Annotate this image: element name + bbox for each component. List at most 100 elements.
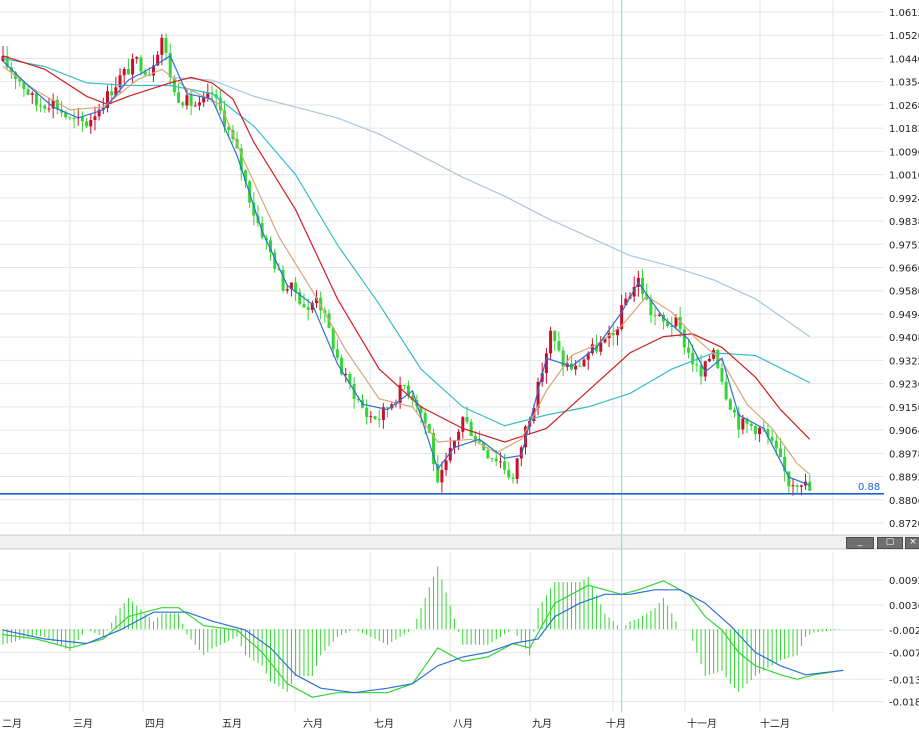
- candle-body: [302, 303, 306, 308]
- candle-body: [448, 447, 452, 461]
- maximize-button[interactable]: ▢: [877, 537, 903, 549]
- price-tick-label: 1.0612: [889, 8, 919, 19]
- candle-body: [126, 68, 130, 75]
- candle-body: [778, 448, 782, 457]
- candle-body: [486, 450, 490, 459]
- candle-body: [319, 297, 323, 311]
- candle-body: [624, 298, 628, 306]
- candle-body: [118, 75, 122, 88]
- candle-body: [641, 277, 645, 295]
- candle-body: [699, 365, 703, 377]
- candle-body: [269, 240, 273, 253]
- candle-body: [151, 65, 155, 76]
- candle-body: [310, 303, 314, 310]
- candle-body: [243, 170, 247, 182]
- price-tick-label: 0.9838: [889, 217, 919, 228]
- candle-body: [386, 407, 390, 409]
- close-pane-button[interactable]: ×: [905, 537, 919, 549]
- candle-body: [649, 299, 653, 316]
- candle-body: [657, 314, 661, 316]
- candle-body: [423, 413, 427, 424]
- candle-body: [306, 307, 310, 310]
- candle-body: [143, 71, 147, 75]
- candle-body: [728, 399, 732, 410]
- candle-body: [427, 423, 431, 433]
- candle-body: [461, 417, 465, 432]
- minimize-button[interactable]: _: [846, 537, 874, 549]
- candle-body: [202, 97, 206, 103]
- candle-body: [406, 385, 410, 396]
- price-axis: 1.0612 1.0526 1.0440 1.0354 1.0268 1.0182 1.00…: [889, 8, 919, 530]
- candle-body: [791, 485, 795, 487]
- candle-body: [753, 426, 757, 435]
- macd-tick-label: -0.007: [889, 648, 919, 659]
- candle-body: [64, 112, 68, 118]
- candle-body: [34, 93, 38, 106]
- candle-body: [557, 340, 561, 351]
- candle-body: [578, 365, 582, 367]
- candle-body: [536, 381, 540, 408]
- price-tick-label: 0.9666: [889, 264, 919, 275]
- price-tick-label: 0.9924: [889, 194, 919, 205]
- candle-body: [678, 317, 682, 330]
- moving-average-line: [170, 76, 811, 338]
- candle-body: [335, 349, 339, 358]
- month-tick-label: 十一月: [687, 717, 717, 730]
- candle-body: [770, 436, 774, 441]
- macd-histogram: [2, 566, 840, 692]
- candle-body: [620, 305, 624, 329]
- candle-body: [465, 417, 469, 422]
- candle-body: [515, 458, 519, 479]
- price-tick-label: 0.9752: [889, 240, 919, 251]
- price-tick-label: 0.8892: [889, 473, 919, 484]
- candle-body: [356, 399, 360, 401]
- candle-body: [80, 116, 84, 122]
- candle-body: [181, 102, 185, 106]
- candle-body: [197, 102, 201, 106]
- candle-body: [227, 126, 231, 130]
- candle-body: [365, 407, 369, 418]
- candle-body: [498, 461, 502, 463]
- moving-average-line: [2, 57, 810, 427]
- candle-body: [457, 431, 461, 441]
- macd-tick-label: -0.018: [889, 698, 919, 709]
- month-tick-label: 三月: [73, 718, 93, 730]
- candle-body: [766, 428, 770, 437]
- month-tick-label: 二月: [2, 718, 22, 730]
- candle-body: [574, 365, 578, 370]
- candle-body: [331, 327, 335, 350]
- candle-body: [707, 358, 711, 362]
- candle-body: [695, 364, 699, 366]
- candle-body: [185, 95, 189, 106]
- candle-body: [720, 367, 724, 382]
- candle-body: [582, 359, 586, 367]
- candle-body: [398, 384, 402, 403]
- candle-body: [469, 421, 473, 437]
- candle-body: [55, 99, 59, 110]
- candle-body: [611, 333, 615, 336]
- candle-body: [39, 105, 43, 107]
- month-tick-label: 十二月: [760, 717, 790, 730]
- candle-body: [277, 268, 281, 270]
- candle-body: [51, 99, 55, 109]
- candle-body: [473, 436, 477, 441]
- month-tick-label: 四月: [145, 718, 165, 730]
- macd-line: [2, 580, 844, 698]
- candle-body: [419, 405, 423, 414]
- date-axis: 二月 三月 四月 五月 六月 七月 八月 九月 十月 十一月 十二月: [2, 717, 790, 730]
- candle-body: [156, 54, 160, 66]
- candle-body: [348, 373, 352, 385]
- price-tick-label: 1.0096: [889, 147, 919, 158]
- candle-body: [561, 350, 565, 368]
- candle-body: [110, 91, 114, 96]
- month-tick-label: 九月: [532, 718, 552, 730]
- candle-body: [774, 440, 778, 449]
- candle-body: [808, 481, 812, 491]
- candle-body: [745, 418, 749, 424]
- candle-body: [281, 269, 285, 291]
- candle-body: [682, 329, 686, 348]
- candle-body: [599, 342, 603, 352]
- month-tick-label: 七月: [374, 718, 394, 730]
